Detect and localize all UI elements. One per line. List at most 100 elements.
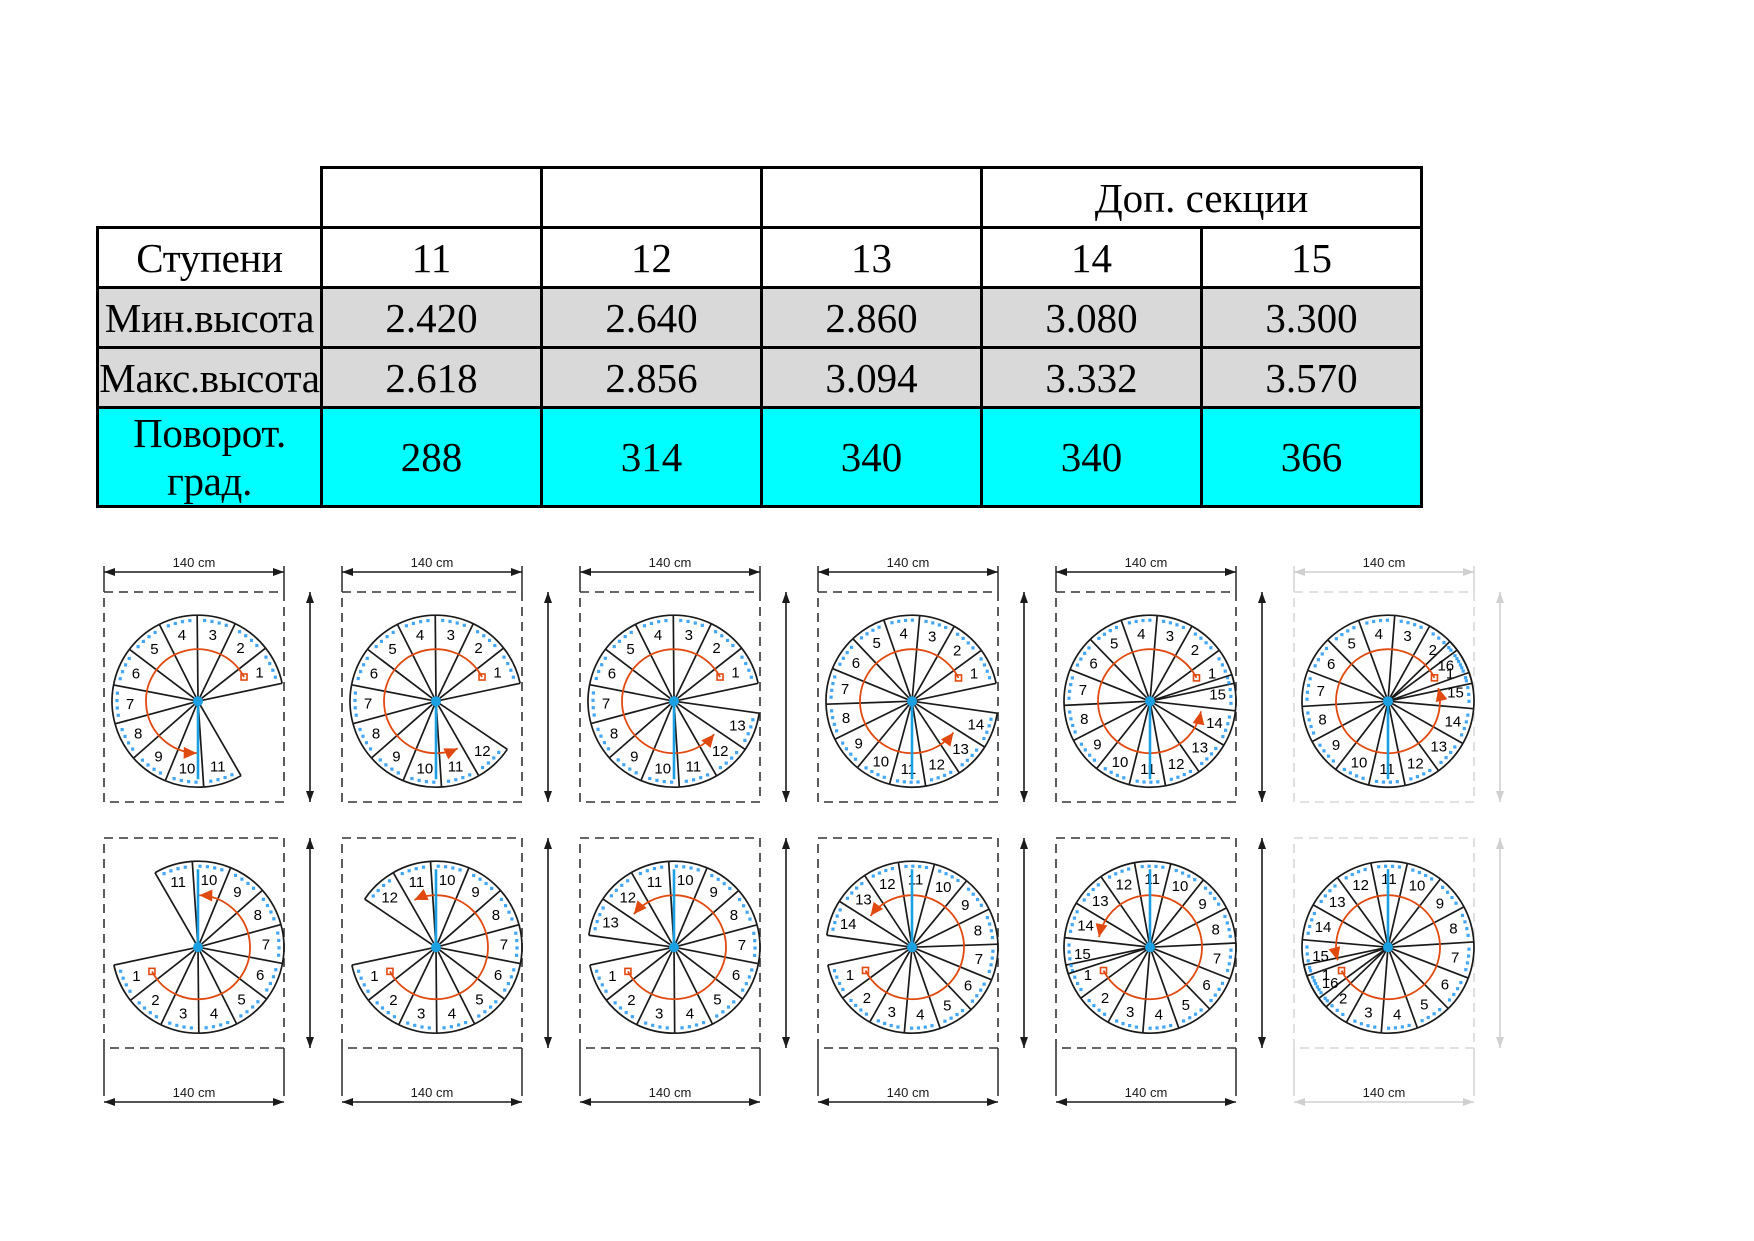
svg-text:14: 14 [840,916,857,933]
stair-plan-bottom-16-steps: 140 cm145 cm12345678910111213141516 [1270,818,1508,1118]
svg-text:13: 13 [855,892,872,909]
svg-text:9: 9 [855,735,863,752]
svg-text:5: 5 [237,991,245,1008]
svg-text:10: 10 [1112,754,1129,771]
svg-text:3: 3 [1126,1004,1134,1021]
svg-text:2: 2 [474,640,482,657]
svg-text:12: 12 [879,876,896,893]
svg-text:16: 16 [1437,657,1454,674]
svg-text:140 cm: 140 cm [1363,1085,1406,1100]
svg-text:13: 13 [952,741,969,758]
svg-text:12: 12 [381,889,398,906]
svg-text:140 cm: 140 cm [1363,556,1406,570]
svg-text:2: 2 [1191,642,1199,659]
svg-text:5: 5 [1348,636,1356,653]
svg-text:13: 13 [1430,738,1447,755]
svg-text:7: 7 [1213,950,1221,967]
svg-text:2: 2 [236,640,244,657]
cell-r1-c4: 3.300 [1200,286,1423,349]
svg-text:1: 1 [731,664,739,681]
svg-text:1: 1 [255,664,263,681]
svg-text:6: 6 [852,655,860,672]
svg-text:12: 12 [1407,755,1424,772]
svg-text:5: 5 [943,997,951,1014]
svg-text:4: 4 [178,627,186,644]
table-header-row: Доп. секции [97,166,1423,229]
svg-text:140 cm: 140 cm [411,1085,454,1100]
header-blank-cell [97,167,323,229]
svg-text:6: 6 [1441,976,1449,993]
svg-text:5: 5 [1182,997,1190,1014]
extra-sections-header: Доп. секции [980,166,1423,229]
svg-text:3: 3 [179,1006,187,1023]
svg-text:13: 13 [602,915,619,932]
cell-r1-c1: 2.640 [540,286,763,349]
svg-text:12: 12 [619,889,636,906]
cell-r0-c0: 11 [320,226,543,289]
svg-text:10: 10 [1409,878,1426,895]
svg-text:10: 10 [677,872,694,889]
spec-table: Доп. секции Ступени 11 12 13 14 15 Мин.высота 2.… [96,166,1423,508]
svg-text:10: 10 [179,760,196,777]
svg-text:4: 4 [1375,626,1383,643]
svg-text:10: 10 [1172,878,1189,895]
svg-text:9: 9 [471,884,479,901]
svg-text:10: 10 [417,760,434,777]
svg-text:140 cm: 140 cm [887,1085,930,1100]
svg-text:140 cm: 140 cm [1125,1085,1168,1100]
svg-text:5: 5 [713,992,721,1009]
svg-text:11: 11 [448,758,464,775]
cell-r0-c2: 13 [760,226,983,289]
cell-r3-c3: 340 [980,406,1203,508]
svg-text:11: 11 [1144,871,1160,888]
svg-text:4: 4 [1155,1007,1163,1024]
cell-r2-c2: 3.094 [760,346,983,409]
svg-text:6: 6 [370,665,378,682]
svg-text:11: 11 [647,874,663,891]
svg-text:7: 7 [262,937,270,954]
svg-text:8: 8 [610,725,618,742]
svg-text:2: 2 [1339,990,1347,1007]
spec-table-body: Доп. секции Ступени 11 12 13 14 15 Мин.высота 2.… [96,166,1423,508]
cell-r2-c3: 3.332 [980,346,1203,409]
svg-text:4: 4 [448,1005,456,1022]
cell-r1-c2: 2.860 [760,286,983,349]
svg-text:6: 6 [1327,656,1335,673]
svg-text:2: 2 [627,992,635,1009]
svg-text:8: 8 [1080,711,1088,728]
svg-text:9: 9 [1436,895,1444,912]
svg-text:7: 7 [364,696,372,713]
svg-text:8: 8 [1318,712,1326,729]
svg-text:11: 11 [170,874,186,891]
svg-text:9: 9 [154,749,162,766]
svg-text:8: 8 [1449,921,1457,938]
table-row: Макс.высота 2.618 2.856 3.094 3.332 3.570 [96,346,1423,409]
svg-text:11: 11 [686,758,702,775]
svg-text:3: 3 [685,627,693,644]
svg-text:12: 12 [1168,756,1185,773]
svg-text:7: 7 [126,696,134,713]
svg-text:13: 13 [1191,740,1208,757]
svg-text:6: 6 [732,967,740,984]
svg-text:9: 9 [1332,737,1340,754]
svg-text:2: 2 [953,642,961,659]
svg-text:4: 4 [210,1005,218,1022]
svg-text:2: 2 [863,990,871,1007]
cell-r3-c2: 340 [760,406,983,508]
svg-text:11: 11 [901,761,917,778]
svg-text:140 cm: 140 cm [173,1085,216,1100]
svg-text:2: 2 [389,992,397,1009]
svg-text:1: 1 [493,664,501,681]
svg-text:1: 1 [132,968,140,985]
svg-text:10: 10 [872,754,889,771]
svg-text:7: 7 [1451,950,1459,967]
svg-text:15: 15 [1312,948,1329,965]
svg-text:5: 5 [475,991,483,1008]
svg-text:3: 3 [209,627,217,644]
svg-text:3: 3 [928,628,936,645]
svg-text:14: 14 [1077,918,1094,935]
